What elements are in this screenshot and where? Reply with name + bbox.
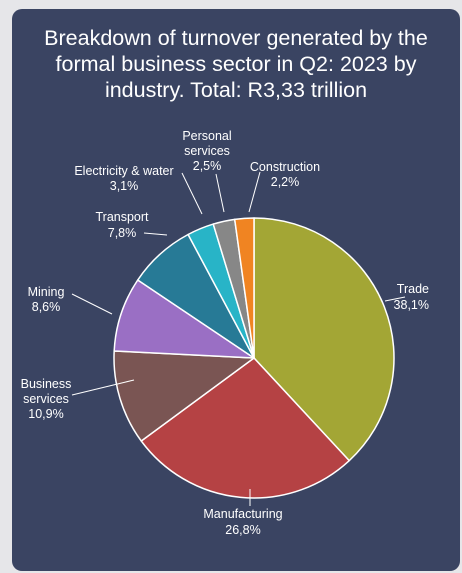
slice-name-label: Manufacturing [203,507,282,521]
pie-slice-business-services [113,350,255,442]
slice-value-label: 8,6% [32,300,61,314]
leader-line-electricity-water [181,172,203,215]
pie-slice-construction [233,217,255,359]
leader-line-transport [143,232,168,236]
pie-chart: Trade38,1%Manufacturing26,8%Businessserv… [21,129,429,537]
slice-label-trade: Trade 38,1% [394,282,429,312]
leader-line-personal-services [215,173,225,213]
slice-label-manufacturing: Manufacturing 26,8% [203,507,282,537]
chart-title: Breakdown of turnover generated by the f… [12,25,460,103]
slice-name-label: Transport [95,210,149,224]
slice-name-label: Personal [182,129,231,143]
slice-value-label: 10,9% [28,407,63,421]
slice-name-label: Business [21,377,72,391]
pie-slice-trade [253,217,395,462]
chart-title-line-3: industry. Total: R3,33 trillion [104,78,368,102]
slice-value-label: 38,1% [394,298,429,312]
slice-name-label: Construction [250,160,320,174]
leader-line-construction [248,171,261,213]
pie-slice-manufacturing [140,357,350,499]
chart-card: Breakdown of turnover generated by the f… [12,9,460,571]
slice-name-label: Electricity & water [74,164,173,178]
leader-line-trade [384,296,406,302]
slice-value-label: 2,5% [193,159,222,173]
leader-line-mining [71,293,113,315]
slice-value-label: 7,8% [108,226,137,240]
slice-value-label: 26,8% [225,523,260,537]
leader-line-business-services [71,379,135,396]
slice-name-label: Mining [28,285,65,299]
slice-label-transport: Transport 7,8% [95,210,149,240]
slice-value-label: 3,1% [110,179,139,193]
slice-name-label: services [184,144,230,158]
slice-value-label: 2,2% [271,175,300,189]
slice-name-label: Trade [397,282,429,296]
chart-title-line-2: formal business sector in Q2: 2023 by [55,52,417,76]
chart-title-line-1: Breakdown of turnover generated by the [44,26,428,50]
slice-name-label: services [23,392,69,406]
